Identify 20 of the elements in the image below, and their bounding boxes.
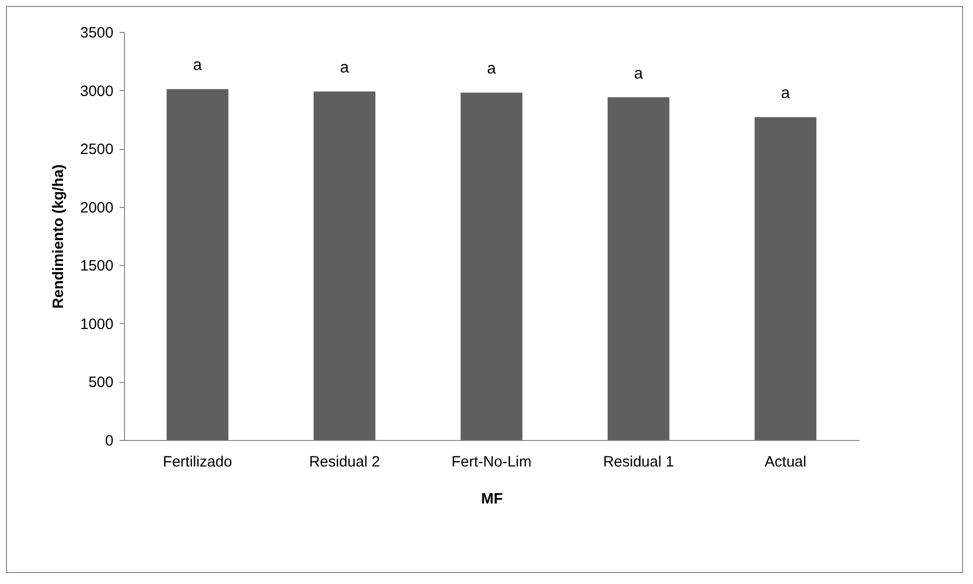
x-tick-label: Residual 2: [309, 454, 380, 470]
y-tick-label: 3500: [80, 24, 114, 42]
annotation: a: [634, 65, 644, 82]
y-tick-label: 1000: [80, 316, 114, 333]
y-tick-label: 500: [88, 374, 114, 392]
annotation: a: [193, 57, 202, 74]
y-tick-label: 0: [105, 432, 114, 450]
y-tick-label: 3000: [80, 82, 114, 100]
y-axis-title: Rendimiento (kg/ha): [50, 164, 68, 309]
annotation: a: [487, 60, 496, 78]
x-tick-label: Residual 1: [603, 454, 674, 470]
x-axis-title: MF: [481, 490, 503, 508]
y-tick-label: 2500: [80, 141, 114, 158]
x-tick-label: Fert-No-Lim: [451, 454, 532, 470]
annotation: a: [781, 85, 790, 102]
x-tick-label: Fertilizado: [162, 454, 232, 470]
y-tick-label: 2000: [80, 199, 114, 216]
x-tick-label: Actual: [764, 454, 806, 470]
y-tick-label: 1500: [80, 258, 114, 275]
annotation: a: [340, 59, 350, 76]
